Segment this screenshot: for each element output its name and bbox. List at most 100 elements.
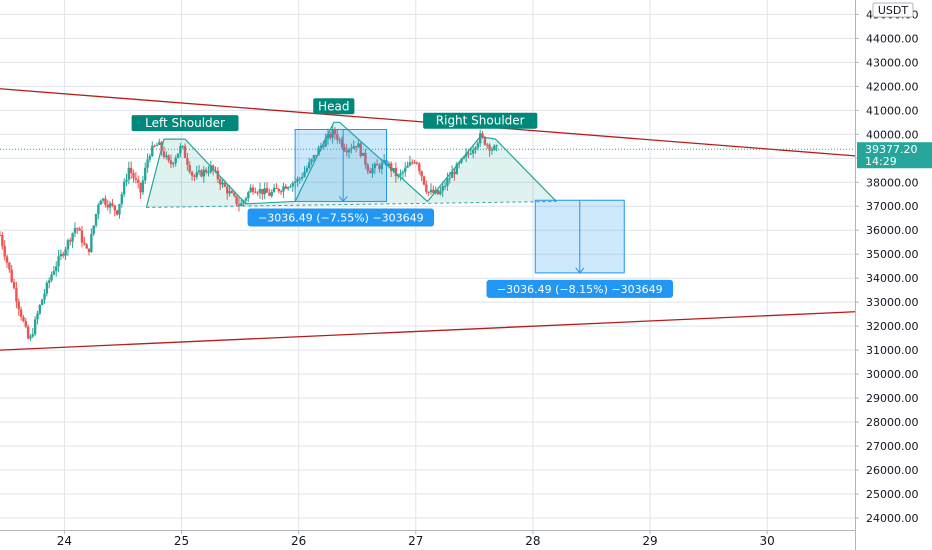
candle bbox=[113, 205, 116, 211]
candle bbox=[186, 157, 189, 166]
trendline[interactable] bbox=[0, 311, 856, 351]
candle bbox=[343, 147, 346, 151]
x-tick-label: 28 bbox=[525, 534, 540, 548]
candle bbox=[235, 195, 238, 205]
measure-box[interactable] bbox=[294, 129, 388, 202]
x-tick-label: 29 bbox=[642, 534, 657, 548]
candle bbox=[340, 139, 344, 148]
y-tick-label: 38000.00 bbox=[866, 176, 919, 189]
x-tick-label: 27 bbox=[408, 534, 423, 548]
candle bbox=[352, 146, 355, 149]
y-tick-label: 44000.00 bbox=[866, 32, 919, 45]
candle bbox=[19, 309, 23, 318]
candle bbox=[101, 198, 105, 201]
pattern-label-text: Head bbox=[318, 99, 349, 113]
candle bbox=[254, 191, 257, 193]
measure-label-box bbox=[486, 279, 674, 298]
candle bbox=[305, 168, 309, 172]
candle bbox=[401, 171, 405, 174]
currency-label: USDT bbox=[878, 4, 909, 17]
candle bbox=[366, 164, 369, 171]
candle bbox=[179, 146, 182, 154]
candle bbox=[488, 144, 491, 151]
candle bbox=[291, 182, 295, 187]
price-axis[interactable]: 24000.00 25000.00 26000.00 27000.00 28000.00… bbox=[855, 0, 932, 550]
pattern-label[interactable]: Right Shoulder bbox=[423, 112, 538, 129]
candle bbox=[5, 256, 9, 263]
candle bbox=[359, 143, 362, 156]
candle bbox=[148, 156, 152, 160]
candle bbox=[155, 144, 159, 147]
y-tick-label: 24000.00 bbox=[866, 512, 919, 525]
candle bbox=[141, 180, 145, 193]
candle bbox=[495, 145, 498, 147]
pattern-label-text: Right Shoulder bbox=[436, 114, 525, 128]
candle bbox=[47, 280, 51, 283]
candle bbox=[94, 214, 98, 226]
candle bbox=[303, 171, 306, 177]
candle bbox=[83, 242, 86, 245]
candle bbox=[87, 248, 91, 252]
measurements[interactable]: −3036.49 (−7.55%) −303649 −3036.49 (−8.15… bbox=[247, 129, 674, 298]
y-tick-label: 43000.00 bbox=[866, 56, 919, 69]
pattern-outline[interactable] bbox=[145, 121, 557, 208]
candle bbox=[197, 170, 201, 173]
candle bbox=[279, 191, 283, 193]
pattern-label[interactable]: Head bbox=[313, 98, 355, 115]
candle bbox=[261, 188, 264, 195]
measure-label: −3036.49 (−8.15%) −303649 bbox=[497, 283, 663, 296]
x-tick-label: 30 bbox=[760, 534, 775, 548]
price-range-measure[interactable]: −3036.49 (−8.15%) −303649 bbox=[486, 199, 674, 298]
candle bbox=[104, 198, 107, 205]
candle bbox=[373, 164, 376, 169]
y-tick-label: 26000.00 bbox=[866, 464, 919, 477]
candle bbox=[209, 165, 213, 173]
measure-arrow-head bbox=[338, 196, 348, 203]
pattern-label-box bbox=[313, 98, 355, 115]
axis-overlays: USDT 39377.20 14:29 bbox=[857, 2, 932, 169]
head-and-shoulders-pattern[interactable]: Left Shoulder Head Right Shoulder bbox=[131, 98, 557, 208]
candle bbox=[226, 186, 229, 194]
candle bbox=[162, 151, 166, 157]
candle bbox=[361, 152, 365, 156]
candle bbox=[106, 204, 109, 208]
time-axis[interactable]: 24 25 26 27 28 29 30 bbox=[0, 530, 855, 550]
candle bbox=[265, 188, 269, 193]
candle bbox=[436, 190, 440, 195]
candle bbox=[308, 162, 311, 169]
pattern-neckline[interactable] bbox=[146, 200, 557, 208]
candle bbox=[99, 200, 102, 205]
candle bbox=[476, 143, 480, 148]
candle bbox=[218, 179, 222, 185]
candle bbox=[441, 186, 444, 192]
candle bbox=[122, 181, 126, 195]
pattern-fill bbox=[146, 122, 557, 208]
candle bbox=[111, 203, 114, 206]
candle bbox=[486, 144, 489, 146]
candle bbox=[181, 146, 184, 148]
candle bbox=[78, 228, 81, 231]
price-range-measure[interactable]: −3036.49 (−7.55%) −303649 bbox=[247, 129, 435, 227]
candle bbox=[455, 163, 458, 175]
candle bbox=[420, 171, 423, 177]
candle bbox=[216, 170, 220, 180]
candle bbox=[329, 133, 332, 138]
candle bbox=[418, 163, 421, 172]
candle bbox=[272, 187, 276, 192]
candle bbox=[15, 288, 18, 302]
y-tick-label: 30000.00 bbox=[866, 368, 919, 381]
candle bbox=[202, 169, 205, 177]
candle bbox=[481, 133, 484, 137]
candle bbox=[350, 148, 353, 150]
candle bbox=[129, 167, 133, 174]
candle bbox=[338, 139, 341, 141]
candle bbox=[59, 253, 63, 257]
candle bbox=[284, 186, 287, 189]
candle bbox=[324, 138, 327, 147]
candle bbox=[364, 152, 367, 165]
pattern-label[interactable]: Left Shoulder bbox=[131, 115, 239, 132]
candle bbox=[368, 170, 372, 174]
candle bbox=[71, 233, 74, 242]
